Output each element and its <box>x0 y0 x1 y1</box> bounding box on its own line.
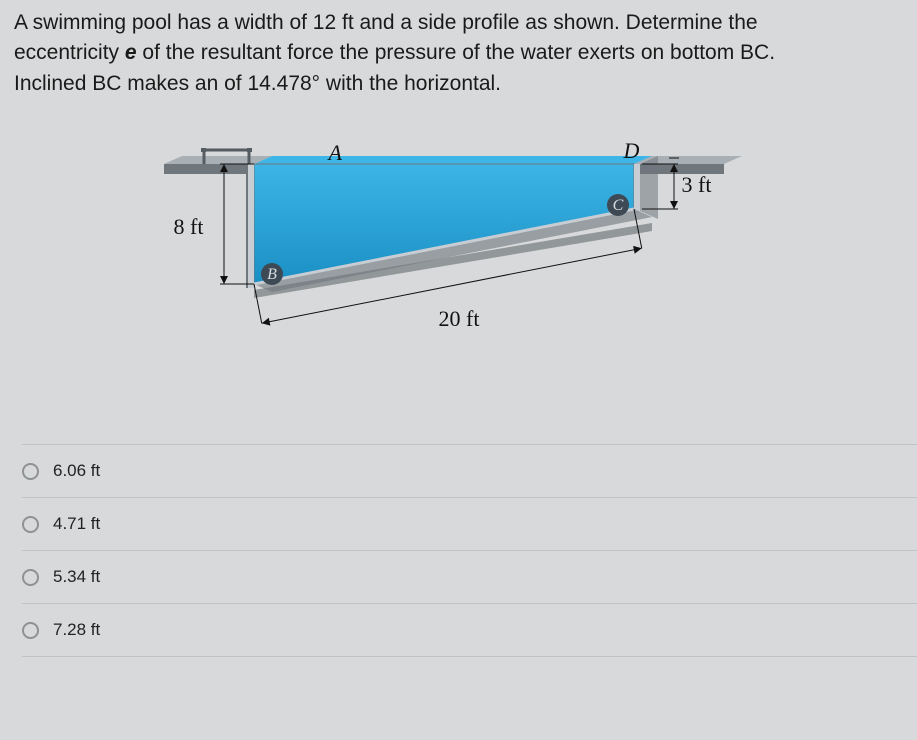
question-line1: A swimming pool has a width of 12 ft and… <box>14 11 758 34</box>
option-2[interactable]: 4.71 ft <box>22 497 917 550</box>
option-3-label: 5.34 ft <box>53 567 100 587</box>
label-D: D <box>624 138 640 164</box>
option-4[interactable]: 7.28 ft <box>22 603 917 657</box>
dim-bottom-length: 20 ft <box>439 306 480 332</box>
dim-depth-shallow: 3 ft <box>682 172 712 198</box>
pool-svg: BC <box>164 144 754 374</box>
pool-figure: BC A D 8 ft 3 ft 20 ft <box>164 144 754 374</box>
option-4-label: 7.28 ft <box>53 620 100 640</box>
question-var-e: e <box>125 41 137 64</box>
option-3[interactable]: 5.34 ft <box>22 550 917 603</box>
figure-container: BC A D 8 ft 3 ft 20 ft <box>0 144 917 374</box>
question-line3: Inclined BC makes an of 14.478° with the… <box>14 72 501 95</box>
question-line2b: of the resultant force the pressure of t… <box>137 41 776 64</box>
option-1[interactable]: 6.06 ft <box>22 444 917 497</box>
label-A: A <box>329 140 342 166</box>
dim-depth-deep: 8 ft <box>174 214 204 240</box>
radio-1[interactable] <box>22 463 39 480</box>
question-text: A swimming pool has a width of 12 ft and… <box>0 0 917 99</box>
option-2-label: 4.71 ft <box>53 514 100 534</box>
radio-2[interactable] <box>22 516 39 533</box>
radio-4[interactable] <box>22 622 39 639</box>
question-line2a: eccentricity <box>14 41 125 64</box>
option-1-label: 6.06 ft <box>53 461 100 481</box>
svg-text:B: B <box>267 266 277 283</box>
svg-text:C: C <box>612 197 623 214</box>
radio-3[interactable] <box>22 569 39 586</box>
answer-options: 6.06 ft 4.71 ft 5.34 ft 7.28 ft <box>0 444 917 657</box>
